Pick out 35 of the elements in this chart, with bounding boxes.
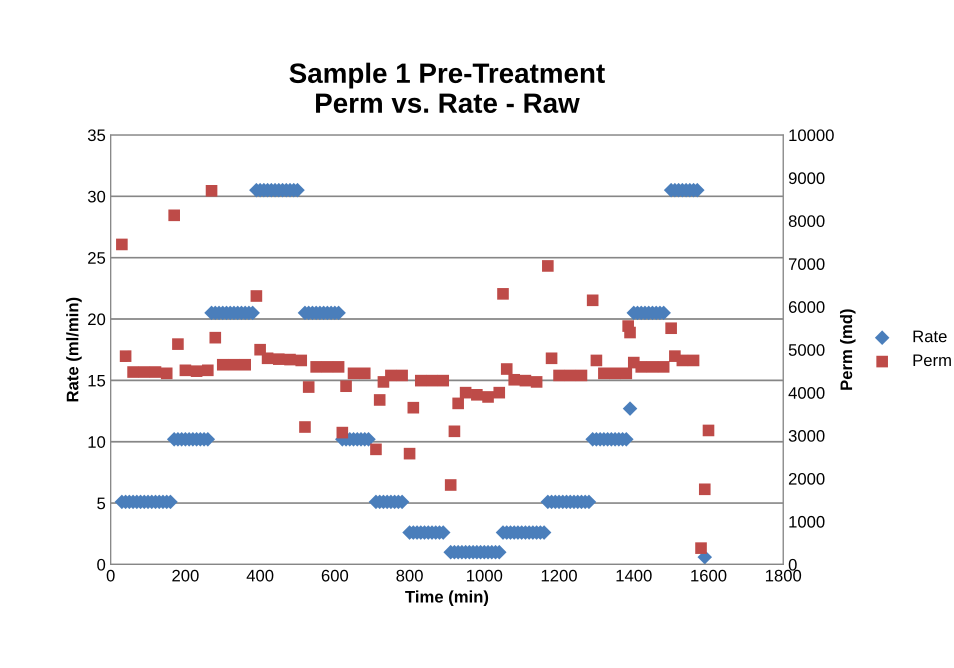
y2-tick-label: 9000: [788, 172, 825, 184]
x-tick-label: 800: [396, 570, 423, 582]
y2-tick-label: 4000: [788, 387, 825, 399]
y2-tick-label: 6000: [788, 301, 825, 313]
y-tick-label: 35: [88, 129, 106, 142]
y2-tick-label: 2000: [788, 472, 825, 485]
y-tick-label: 30: [88, 190, 106, 202]
y2-tick-label: 8000: [788, 215, 825, 228]
legend-label: Perm: [914, 354, 951, 366]
x-tick-label: 600: [322, 570, 348, 582]
y2-tick-label: 7000: [788, 258, 825, 270]
x-tick-label: 1000: [467, 570, 502, 582]
chart-title: Sample 1 Pre-Treatment Perm vs. Rate - Raw: [290, 62, 605, 113]
x-tick-label: 200: [172, 570, 199, 582]
x-axis-title: Time (min): [405, 590, 488, 606]
y2-tick-label: 0: [788, 558, 797, 571]
legend-label: Rate: [914, 330, 947, 342]
x-tick-label: 1400: [616, 570, 652, 582]
y2-tick-label: 10000: [789, 129, 834, 142]
y-tick-label: 10: [88, 436, 106, 448]
x-tick-label: 1800: [766, 570, 802, 582]
y-tick-label: 20: [88, 313, 106, 326]
x-tick-label: 1600: [691, 570, 726, 582]
y2-tick-label: 1000: [789, 516, 825, 528]
x-tick-label: 0: [106, 570, 115, 582]
x-tick-label: 1200: [542, 570, 577, 582]
x-tick-label: 400: [246, 570, 274, 582]
y-tick-label: 25: [88, 252, 106, 264]
y-tick-label: 15: [88, 374, 106, 387]
y-tick-label: 0: [97, 558, 106, 571]
y-tick-label: 5: [97, 498, 106, 510]
y2-tick-label: 5000: [788, 344, 825, 356]
y2-tick-label: 3000: [788, 430, 825, 442]
y-axis-title: Rate (ml/min): [66, 298, 82, 402]
y2-axis-title: Perm (md): [840, 309, 856, 390]
